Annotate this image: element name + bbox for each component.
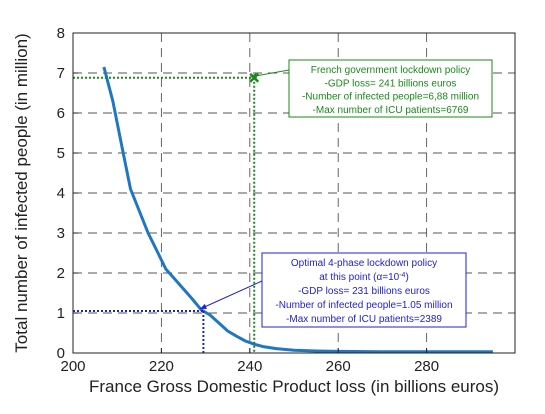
y-tick-label: 8 (57, 25, 65, 42)
annotation: Optimal 4-phase lockdown policy at this p… (73, 252, 467, 353)
annotation-line: -GDP loss= 231 billions euros (298, 286, 430, 297)
annotation-superscript: -4 (399, 272, 405, 279)
y-tick-label: 0 (57, 345, 65, 362)
annotation-layer: French government lockdown policy -GDP lo… (73, 59, 493, 353)
annotation-line: at this point (α=10-4) (319, 272, 409, 284)
x-tick-label: 260 (326, 358, 351, 375)
annotation-line: -Number of infected people=1.05 million (275, 300, 452, 311)
y-tick-label: 4 (57, 185, 65, 202)
annotation-line: French government lockdown policy (311, 65, 471, 76)
annotation-arrow (249, 69, 290, 78)
annotation-close-paren: ) (405, 272, 408, 283)
y-ticks: 0 1 2 3 4 5 6 7 8 (57, 25, 78, 362)
annotation-line: -Max number of ICU patients=6769 (313, 105, 469, 116)
annotation-line: -Max number of ICU patients=2389 (286, 314, 442, 325)
annotation-arrow (199, 280, 263, 310)
x-tick-label: 240 (237, 358, 262, 375)
annotation-line: -GDP loss= 241 billions euros (325, 78, 457, 89)
y-tick-label: 7 (57, 65, 65, 82)
y-tick-label: 2 (57, 265, 65, 282)
annotation: French government lockdown policy -GDP lo… (73, 59, 493, 353)
y-tick-label: 3 (57, 225, 65, 242)
y-axis-label: Total number of infected people (in mill… (12, 33, 31, 352)
x-ticks: 200 220 240 260 280 (60, 348, 439, 375)
x-tick-label: 220 (149, 358, 174, 375)
annotation-box (288, 59, 493, 118)
x-axis-label: France Gross Domestic Product loss (in b… (89, 377, 499, 396)
y-tick-label: 5 (57, 145, 65, 162)
annotation-line: -Number of infected people=6,88 million (302, 92, 479, 103)
arrow-head (250, 73, 257, 79)
x-tick-label: 280 (414, 358, 439, 375)
x-tick-label: 200 (60, 358, 85, 375)
y-tick-label: 6 (57, 105, 65, 122)
y-tick-label: 1 (57, 305, 65, 322)
curve-layer (102, 66, 493, 354)
series-line (102, 66, 493, 354)
annotation-line: Optimal 4-phase lockdown policy (291, 258, 437, 269)
annotation-box (261, 252, 467, 328)
arrow-head (200, 303, 207, 309)
